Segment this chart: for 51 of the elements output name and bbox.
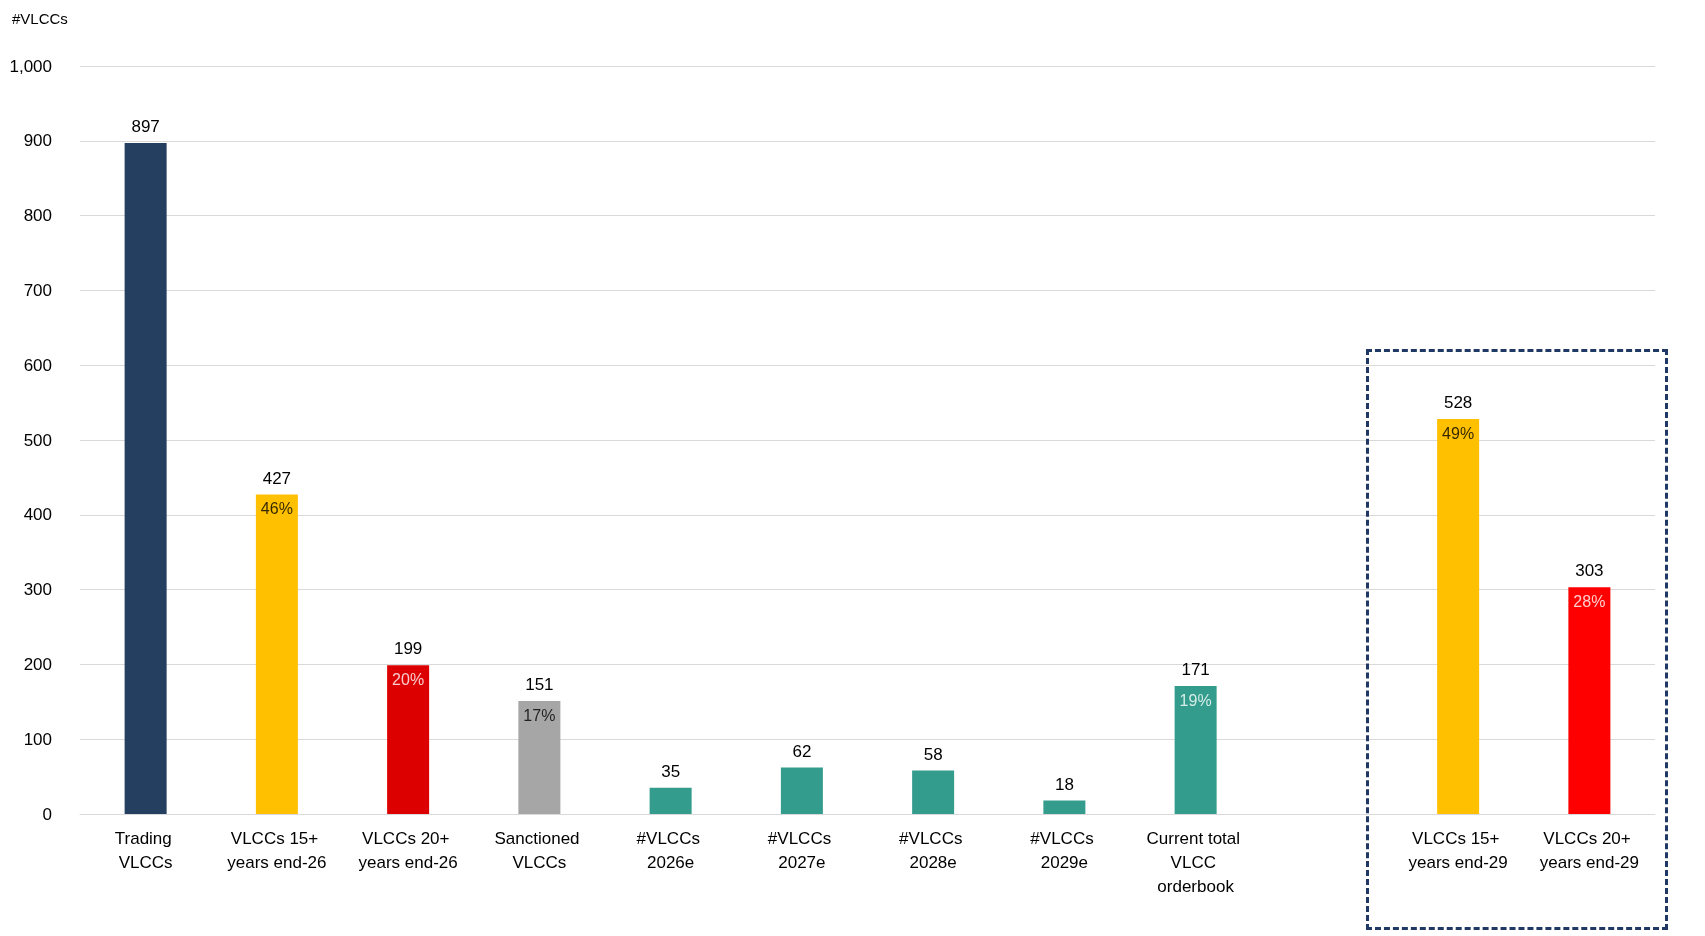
bar — [780, 767, 823, 814]
annotation: 49% — [1442, 424, 1475, 442]
y-tick-label: 900 — [23, 131, 52, 151]
data-label: 151 — [525, 675, 554, 695]
annotation: 19% — [1179, 691, 1212, 709]
bar — [124, 143, 167, 814]
y-tick-label: 700 — [23, 280, 52, 300]
data-label: 171 — [1181, 660, 1210, 680]
x-tick-label: VLCCs 15+ years end-26 — [227, 828, 327, 872]
y-tick-label: 100 — [23, 729, 52, 749]
x-tick-label: Sanctioned VLCCs — [494, 828, 585, 872]
data-label: 427 — [262, 468, 292, 488]
data-label: 199 — [393, 639, 423, 659]
y-tick-label: 1,000 — [9, 56, 52, 76]
annotation: 28% — [1573, 592, 1606, 610]
bar — [1174, 686, 1217, 814]
x-tick-label: Current total VLCC orderbook — [1146, 828, 1245, 896]
x-tick-label: VLCCs 20+ years end-29 — [1539, 828, 1639, 872]
bar — [1437, 419, 1480, 814]
bar — [912, 770, 955, 814]
y-tick-label: 300 — [23, 580, 52, 600]
annotation: 46% — [260, 500, 293, 518]
data-label: 528 — [1443, 393, 1473, 413]
y-tick-label: 500 — [23, 430, 52, 450]
data-label: 897 — [131, 117, 160, 137]
bar — [1043, 800, 1086, 814]
x-tick-label: VLCCs 20+ years end-26 — [358, 828, 458, 872]
bar — [387, 665, 430, 814]
x-tick-label: VLCCs 15+ years end-29 — [1408, 828, 1508, 872]
data-label: 18 — [1054, 774, 1074, 794]
y-tick-label: 0 — [42, 804, 52, 824]
bar — [255, 494, 298, 814]
x-tick-label: Trading VLCCs — [114, 828, 177, 872]
x-tick-label: #VLCCs 2029e — [1030, 828, 1099, 872]
bar — [649, 787, 692, 814]
x-tick-label: #VLCCs 2028e — [899, 828, 968, 872]
annotation: 20% — [392, 670, 425, 688]
y-tick-label: 800 — [23, 206, 52, 226]
data-label: 62 — [792, 741, 812, 761]
y-axis-title: #VLCCs — [12, 10, 68, 27]
data-label: 303 — [1575, 561, 1604, 581]
y-tick-label: 600 — [23, 355, 52, 375]
bar — [518, 701, 561, 814]
bar — [1568, 587, 1611, 814]
data-label: 58 — [923, 744, 943, 764]
y-tick-label: 400 — [23, 505, 52, 525]
annotation: 17% — [523, 706, 556, 724]
x-tick-label: #VLCCs 2026e — [636, 828, 705, 872]
y-tick-label: 200 — [23, 654, 52, 674]
data-label: 35 — [661, 761, 681, 781]
x-tick-label: #VLCCs 2027e — [767, 828, 836, 872]
